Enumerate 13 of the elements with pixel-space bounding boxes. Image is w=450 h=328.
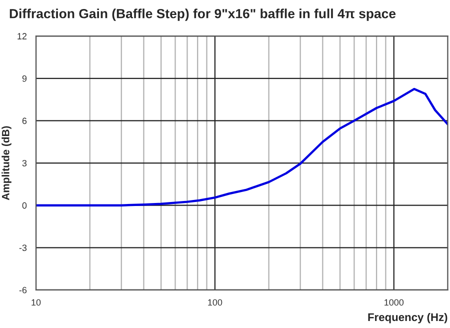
y-tick-label: 3: [22, 160, 27, 166]
y-tick-label: 9: [22, 75, 27, 82]
x-tick-label: 100: [208, 299, 222, 306]
y-tick-label: 0: [22, 202, 27, 209]
y-tick-label: 6: [22, 118, 27, 124]
x-tick-label: 10: [32, 299, 41, 306]
y-tick-label: 12: [18, 33, 27, 40]
x-tick-label: 1000: [384, 299, 404, 306]
y-tick-label: -6: [19, 286, 27, 294]
y-tick-label: -3: [19, 244, 27, 251]
chart-title: Diffraction Gain (Baffle Step) for 9"x16" baffle in full 4π space: [10, 8, 396, 21]
x-axis-title: Frequency (Hz): [368, 312, 448, 324]
y-axis-title: Amplitude (dB): [2, 126, 12, 200]
